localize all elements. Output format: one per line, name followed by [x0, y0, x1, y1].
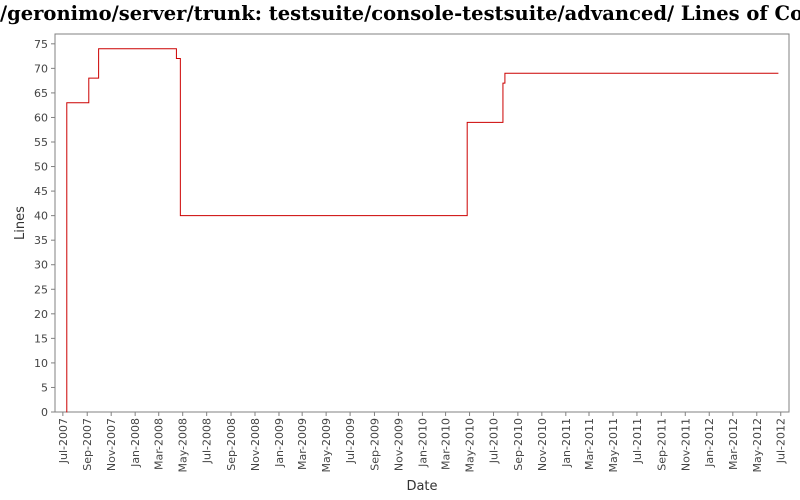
x-tick-label: Jan-2010 [416, 418, 429, 468]
plot-area [54, 33, 790, 413]
chart-title: /geronimo/server/trunk: testsuite/consol… [0, 2, 800, 25]
x-axis: Jul-2007 Sep-2007 Nov-2007 Jan-2008 Mar-2008… [57, 412, 788, 473]
x-tick-label: Sep-2008 [225, 418, 238, 471]
x-tick-label: May-2012 [751, 418, 764, 473]
x-tick-label: Nov-2011 [679, 418, 692, 471]
x-tick-label: Jul-2008 [201, 418, 214, 464]
y-tick-label: 20 [34, 308, 48, 321]
x-tick-label: Mar-2012 [727, 418, 740, 470]
x-tick-label: Jan-2012 [703, 418, 716, 468]
y-tick-label: 5 [41, 381, 48, 394]
y-tick-label: 60 [34, 111, 48, 124]
x-tick-label: Nov-2008 [249, 418, 262, 471]
x-tick-label: Nov-2010 [536, 418, 549, 471]
y-tick-label: 25 [34, 283, 48, 296]
x-tick-label: Nov-2007 [105, 418, 118, 471]
x-tick-label: Sep-2007 [81, 418, 94, 471]
x-tick-label: May-2011 [607, 418, 620, 473]
x-tick-label: Jan-2011 [560, 418, 573, 468]
y-tick-label: 15 [34, 332, 48, 345]
x-tick-label: Sep-2010 [512, 418, 525, 471]
x-tick-label: Jul-2011 [631, 418, 644, 464]
x-tick-label: Sep-2011 [655, 418, 668, 471]
y-tick-label: 0 [41, 406, 48, 419]
x-axis-title: Date [406, 479, 437, 494]
x-tick-label: May-2008 [177, 418, 190, 473]
x-tick-label: Jul-2007 [57, 418, 70, 464]
y-axis-title: Lines [13, 206, 28, 240]
x-tick-label: Jan-2008 [129, 418, 142, 468]
y-axis: 0 5 10 15 20 25 30 35 40 45 50 55 60 65 70 75 [34, 38, 55, 419]
y-tick-label: 45 [34, 185, 48, 198]
x-tick-label: May-2010 [464, 418, 477, 473]
x-tick-label: Jul-2012 [775, 418, 788, 464]
x-tick-label: Mar-2009 [296, 418, 309, 470]
y-tick-label: 65 [34, 87, 48, 100]
y-tick-label: 70 [34, 62, 48, 75]
x-tick-label: May-2009 [320, 418, 333, 473]
x-tick-label: Jan-2009 [273, 418, 286, 468]
y-tick-label: 55 [34, 136, 48, 149]
x-tick-label: Nov-2009 [392, 418, 405, 471]
y-tick-label: 50 [34, 161, 48, 174]
x-tick-label: Mar-2010 [440, 418, 453, 470]
x-tick-label: Sep-2009 [368, 418, 381, 471]
x-tick-label: Jul-2009 [344, 418, 357, 464]
y-tick-label: 10 [34, 357, 48, 370]
x-tick-label: Mar-2011 [583, 418, 596, 470]
x-tick-label: Mar-2008 [153, 418, 166, 470]
y-tick-label: 30 [34, 259, 48, 272]
series-line [66, 48, 779, 413]
y-tick-label: 35 [34, 234, 48, 247]
series-layer [66, 48, 779, 413]
x-tick-label: Jul-2010 [488, 418, 501, 464]
y-tick-label: 75 [34, 38, 48, 51]
y-tick-label: 40 [34, 210, 48, 223]
